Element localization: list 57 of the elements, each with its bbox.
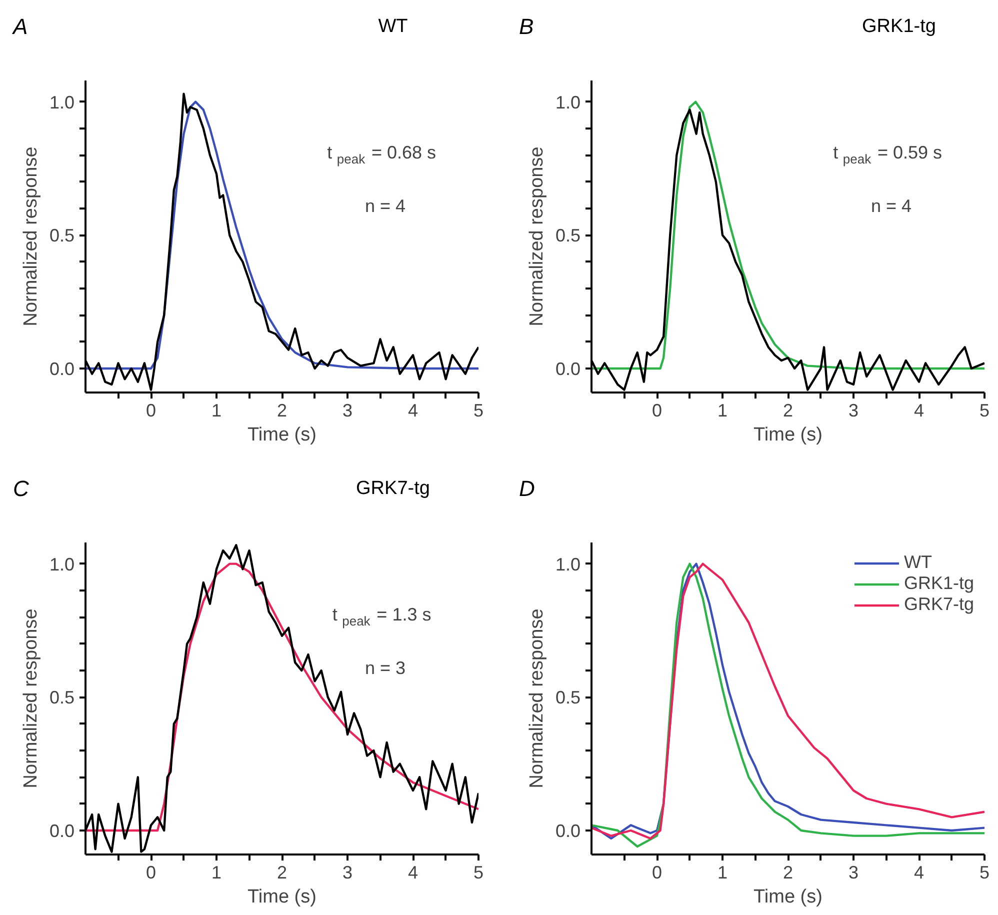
y-tick-label: 0.5 (555, 688, 581, 708)
chart-title: WT (377, 15, 409, 39)
legend-label: WT (904, 552, 932, 573)
x-tick-label: 3 (848, 862, 859, 882)
x-axis-title: Time (s) (754, 424, 822, 446)
y-tick-label: 0.5 (49, 226, 75, 246)
x-tick-label: 5 (979, 400, 990, 420)
chart-title: GRK7-tg (355, 477, 431, 501)
y-tick-label: 0.0 (555, 821, 581, 841)
x-tick-label: 2 (276, 862, 288, 882)
annotation: n = 4 (364, 196, 406, 216)
y-tick-label: 0.0 (555, 359, 581, 379)
x-tick-label: 4 (914, 400, 924, 420)
x-tick-label: 0 (652, 862, 662, 882)
x-tick-label: 5 (473, 862, 484, 882)
y-tick-label: 1.0 (555, 92, 581, 112)
y-axis-title: Normalized response (526, 146, 548, 326)
text: C (13, 475, 29, 503)
y-tick-label: 0.0 (49, 821, 75, 841)
x-tick-label: 3 (848, 400, 859, 420)
text: A (13, 13, 28, 41)
x-tick-label: 3 (342, 400, 353, 420)
x-tick-label: 4 (408, 400, 418, 420)
y-axis-title: Normalized response (526, 608, 548, 788)
y-tick-label: 0.5 (49, 688, 75, 708)
y-tick-label: 1.0 (49, 92, 75, 112)
y-tick-label: 1.0 (555, 554, 581, 574)
x-tick-label: 2 (782, 400, 794, 420)
x-tick-label: 4 (408, 862, 418, 882)
x-tick-label: 0 (652, 400, 662, 420)
legend-label: GRK1-tg (904, 573, 974, 594)
chart-title: GRK1-tg (861, 15, 937, 39)
y-tick-label: 0.0 (49, 359, 75, 379)
y-axis-title: Normalized response (20, 146, 42, 326)
x-tick-label: 1 (717, 400, 728, 420)
x-tick-label: 2 (276, 400, 288, 420)
y-axis-title: Normalized response (20, 608, 42, 788)
x-tick-label: 1 (211, 862, 222, 882)
text: D (519, 475, 535, 503)
x-tick-label: 1 (717, 862, 728, 882)
annotation: n = 3 (364, 658, 406, 678)
x-axis-title: Time (s) (248, 886, 316, 908)
x-tick-label: 4 (914, 862, 924, 882)
x-axis-title: Time (s) (248, 424, 316, 446)
x-axis-title: Time (s) (754, 886, 822, 908)
y-tick-label: 1.0 (49, 554, 75, 574)
x-tick-label: 5 (979, 862, 990, 882)
x-tick-label: 5 (473, 400, 484, 420)
y-tick-label: 0.5 (555, 226, 581, 246)
text: B (519, 13, 534, 41)
x-tick-label: 0 (146, 862, 156, 882)
annotation: n = 4 (870, 196, 912, 216)
x-tick-label: 3 (342, 862, 353, 882)
x-tick-label: 1 (211, 400, 222, 420)
x-tick-label: 2 (782, 862, 794, 882)
legend-label: GRK7-tg (904, 594, 974, 615)
x-tick-label: 0 (146, 400, 156, 420)
